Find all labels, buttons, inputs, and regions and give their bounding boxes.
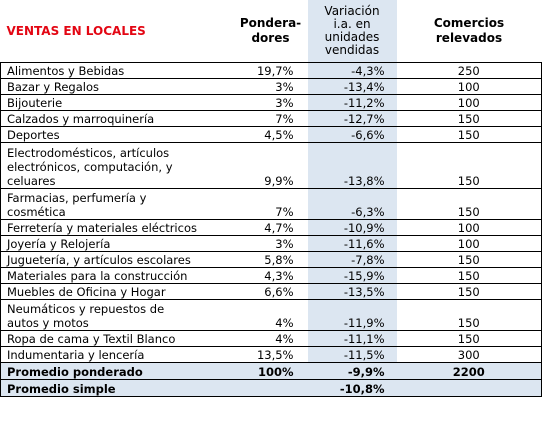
variacion-cell: -11,6% bbox=[307, 235, 397, 252]
header-ponderadores: Pondera-dores bbox=[239, 16, 302, 45]
comercios-cell: 150 bbox=[396, 283, 542, 300]
comercios-cell: 250 bbox=[396, 62, 542, 79]
promedio-ponderado-com: 2200 bbox=[396, 362, 542, 380]
promedio-simple-row: Promedio simple -10,8% bbox=[0, 379, 542, 397]
variacion-cell: -6,6% bbox=[307, 126, 397, 143]
category-cell: Farmacias, perfumería y cosmética bbox=[0, 188, 234, 220]
table-row: Juguetería, y artículos escolares 5,8% -7,… bbox=[0, 251, 542, 268]
variacion-cell: -13,5% bbox=[307, 283, 397, 300]
ventas-table: VENTAS EN LOCALES Pondera-dores Variació… bbox=[0, 0, 542, 397]
category-cell: Neumáticos y repuestos de autos y motos bbox=[0, 299, 234, 331]
table-row: Electrodomésticos, artículos electrónicos… bbox=[0, 142, 542, 189]
ponderador-cell: 4% bbox=[233, 299, 308, 331]
ponderador-cell: 6,6% bbox=[233, 283, 308, 300]
category-cell: Indumentaria y lencería bbox=[0, 346, 234, 363]
category-cell: Electrodomésticos, artículos electrónicos… bbox=[0, 142, 234, 189]
table-row: Farmacias, perfumería y cosmética 7% -6,3% 1… bbox=[0, 188, 542, 220]
category-cell: Joyería y Relojería bbox=[0, 235, 234, 252]
promedio-ponderado-var: -9,9% bbox=[307, 362, 397, 380]
promedio-simple-var: -10,8% bbox=[307, 379, 397, 397]
ponderador-cell: 9,9% bbox=[233, 142, 308, 189]
table-row: Ropa de cama y Textil Blanco 4% -11,1% 150 bbox=[0, 330, 542, 347]
comercios-cell: 100 bbox=[396, 235, 542, 252]
comercios-cell: 150 bbox=[396, 267, 542, 284]
variacion-cell: -10,9% bbox=[307, 219, 397, 236]
promedio-ponderado-pond: 100% bbox=[233, 362, 308, 380]
comercios-cell: 150 bbox=[396, 188, 542, 220]
variacion-cell: -4,3% bbox=[307, 62, 397, 79]
table-row: Materiales para la construcción 4,3% -15,9… bbox=[0, 267, 542, 284]
category-cell: Muebles de Oficina y Hogar bbox=[0, 283, 234, 300]
comercios-cell: 150 bbox=[396, 299, 542, 331]
comercios-cell: 150 bbox=[396, 251, 542, 268]
ponderador-cell: 3% bbox=[233, 235, 308, 252]
category-cell: Deportes bbox=[0, 126, 234, 143]
comercios-cell: 150 bbox=[396, 330, 542, 347]
ponderador-cell: 4,3% bbox=[233, 267, 308, 284]
category-cell: Bazar y Regalos bbox=[0, 78, 234, 95]
category-cell: Ferretería y materiales eléctricos bbox=[0, 219, 234, 236]
variacion-cell: -12,7% bbox=[307, 110, 397, 127]
variacion-cell: -13,8% bbox=[307, 142, 397, 189]
table-row: Alimentos y Bebidas 19,7% -4,3% 250 bbox=[0, 62, 542, 79]
promedio-ponderado-row: Promedio ponderado 100% -9,9% 2200 bbox=[0, 362, 542, 380]
promedio-simple-label: Promedio simple bbox=[0, 379, 234, 397]
table-row: Calzados y marroquinería 7% -12,7% 150 bbox=[0, 110, 542, 127]
ponderador-cell: 19,7% bbox=[233, 62, 308, 79]
variacion-cell: -15,9% bbox=[307, 267, 397, 284]
header-row: VENTAS EN LOCALES Pondera-dores Variació… bbox=[1, 0, 542, 63]
variacion-cell: -6,3% bbox=[307, 188, 397, 220]
header-variacion: Variación i.a. en unidades vendidas bbox=[307, 0, 397, 63]
promedio-simple-com bbox=[396, 379, 542, 397]
ponderador-cell: 4% bbox=[233, 330, 308, 347]
comercios-cell: 300 bbox=[396, 346, 542, 363]
table-row: Muebles de Oficina y Hogar 6,6% -13,5% 150 bbox=[0, 283, 542, 300]
table-row: Indumentaria y lencería 13,5% -11,5% 300 bbox=[0, 346, 542, 363]
category-cell: Alimentos y Bebidas bbox=[0, 62, 234, 79]
table-row: Bazar y Regalos 3% -13,4% 100 bbox=[0, 78, 542, 95]
table-row: Neumáticos y repuestos de autos y motos 4%… bbox=[0, 299, 542, 331]
promedio-simple-pond bbox=[233, 379, 308, 397]
ponderador-cell: 4,7% bbox=[233, 219, 308, 236]
ponderador-cell: 3% bbox=[233, 94, 308, 111]
table-row: Ferretería y materiales eléctricos 4,7% -1… bbox=[0, 219, 542, 236]
variacion-cell: -7,8% bbox=[307, 251, 397, 268]
comercios-cell: 150 bbox=[396, 142, 542, 189]
comercios-cell: 100 bbox=[396, 94, 542, 111]
category-cell: Calzados y marroquinería bbox=[0, 110, 234, 127]
variacion-cell: -11,9% bbox=[307, 299, 397, 331]
ponderador-cell: 4,5% bbox=[233, 126, 308, 143]
comercios-cell: 150 bbox=[396, 110, 542, 127]
ponderador-cell: 13,5% bbox=[233, 346, 308, 363]
variacion-cell: -11,2% bbox=[307, 94, 397, 111]
ponderador-cell: 7% bbox=[233, 110, 308, 127]
table-row: Bijouterie 3% -11,2% 100 bbox=[0, 94, 542, 111]
comercios-cell: 150 bbox=[396, 126, 542, 143]
table-row: Deportes 4,5% -6,6% 150 bbox=[0, 126, 542, 143]
variacion-cell: -11,1% bbox=[307, 330, 397, 347]
ponderador-cell: 3% bbox=[233, 78, 308, 95]
promedio-ponderado-label: Promedio ponderado bbox=[0, 362, 234, 380]
category-cell: Bijouterie bbox=[0, 94, 234, 111]
comercios-cell: 100 bbox=[396, 219, 542, 236]
ponderador-cell: 5,8% bbox=[233, 251, 308, 268]
comercios-cell: 100 bbox=[396, 78, 542, 95]
header-comercios: Comercios relevados bbox=[433, 16, 505, 45]
variacion-cell: -11,5% bbox=[307, 346, 397, 363]
variacion-cell: -13,4% bbox=[307, 78, 397, 95]
category-cell: Ropa de cama y Textil Blanco bbox=[0, 330, 234, 347]
table-title: VENTAS EN LOCALES bbox=[6, 24, 146, 38]
table-row: Joyería y Relojería 3% -11,6% 100 bbox=[0, 235, 542, 252]
category-cell: Juguetería, y artículos escolares bbox=[0, 251, 234, 268]
ponderador-cell: 7% bbox=[233, 188, 308, 220]
category-cell: Materiales para la construcción bbox=[0, 267, 234, 284]
